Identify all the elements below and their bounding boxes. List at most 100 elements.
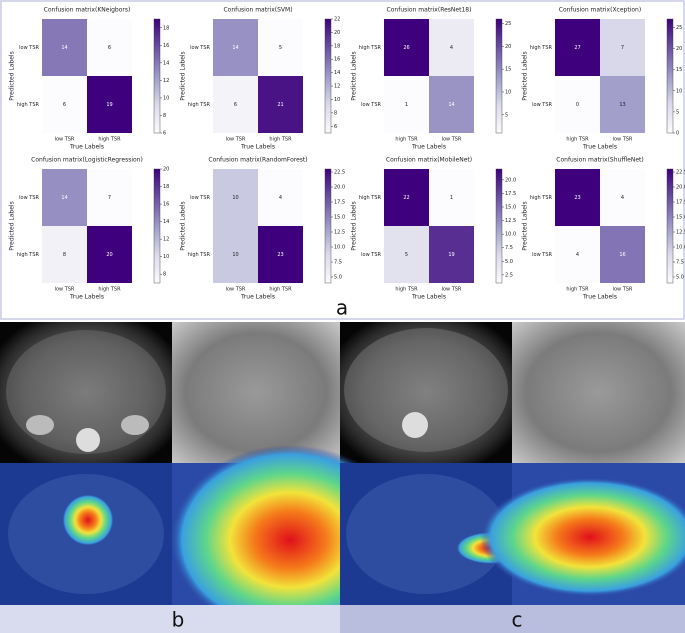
ct-kidney bbox=[26, 415, 54, 435]
colorbar-tick-label: 10.0 bbox=[334, 245, 345, 251]
chart-title: Confusion matrix(RandomForest) bbox=[208, 157, 307, 164]
cell-label: 4 bbox=[576, 252, 579, 258]
cell bbox=[258, 76, 303, 133]
colorbar bbox=[666, 168, 674, 284]
cell-label: 5 bbox=[405, 252, 408, 258]
cell-label: 13 bbox=[619, 102, 625, 108]
colorbar-tick-label: 8 bbox=[163, 113, 166, 119]
x-axis-label: True Labels bbox=[411, 144, 446, 151]
cell bbox=[384, 76, 429, 133]
cam-hotspot bbox=[480, 477, 685, 597]
colorbar-tick-label: 10 bbox=[334, 97, 340, 103]
cell bbox=[258, 19, 303, 76]
panel-b-strip bbox=[0, 605, 340, 633]
panel-label: c bbox=[512, 608, 523, 632]
cam-hotspot bbox=[62, 494, 114, 546]
y-tick-label: low TSR bbox=[361, 102, 381, 108]
y-tick-label: high TSR bbox=[17, 252, 40, 258]
x-tick-label: high TSR bbox=[98, 287, 121, 293]
y-tick-label: low TSR bbox=[190, 45, 210, 51]
y-tick-label: low TSR bbox=[361, 252, 381, 258]
x-tick-label: low TSR bbox=[55, 287, 75, 293]
cell bbox=[87, 226, 132, 283]
cell bbox=[429, 169, 474, 226]
x-tick-label: low TSR bbox=[226, 137, 246, 143]
x-axis-label: True Labels bbox=[582, 294, 617, 301]
colorbar-tick-label: 14 bbox=[163, 60, 169, 66]
colorbar-tick-label: 15.0 bbox=[334, 215, 345, 221]
y-axis-label: Predicted Labels bbox=[9, 201, 16, 250]
cell-label: 10 bbox=[232, 195, 238, 201]
ct-spine bbox=[402, 412, 428, 438]
colorbar-tick-label: 12.5 bbox=[334, 230, 345, 236]
colorbar-tick-label: 18 bbox=[163, 184, 169, 190]
colorbar-tick-label: 14 bbox=[163, 219, 169, 225]
y-tick-label: high TSR bbox=[530, 195, 553, 201]
y-tick-label: high TSR bbox=[17, 102, 40, 108]
cell-label: 19 bbox=[448, 252, 454, 258]
y-tick-label: high TSR bbox=[188, 102, 211, 108]
cell-label: 20 bbox=[106, 252, 112, 258]
colorbar-tick-label: 16 bbox=[334, 57, 340, 63]
chart-title: Confusion matrix(SVM) bbox=[223, 7, 292, 14]
colorbar-tick-label: 12.5 bbox=[676, 230, 685, 236]
y-tick-label: high TSR bbox=[359, 195, 382, 201]
colorbar-tick-label: 5.0 bbox=[505, 259, 513, 265]
x-tick-label: high TSR bbox=[98, 137, 121, 143]
y-tick-label: low TSR bbox=[19, 45, 39, 51]
x-axis-label: True Labels bbox=[69, 294, 104, 301]
cell-label: 14 bbox=[61, 45, 67, 51]
cell-label: 21 bbox=[277, 102, 283, 108]
cell-label: 19 bbox=[106, 102, 112, 108]
cell-label: 6 bbox=[234, 102, 237, 108]
chart-title: Confusion matrix(KNeigbors) bbox=[44, 7, 131, 14]
ct-kidney bbox=[121, 415, 149, 435]
y-axis-label: Predicted Labels bbox=[522, 51, 529, 100]
colorbar-tick-label: 12.5 bbox=[505, 218, 516, 224]
x-tick-label: low TSR bbox=[442, 137, 462, 143]
cell-label: 5 bbox=[279, 45, 282, 51]
cell bbox=[600, 19, 645, 76]
cell bbox=[429, 76, 474, 133]
chart-title: Confusion matrix(ResNet18) bbox=[387, 7, 472, 14]
zoom-image bbox=[512, 322, 685, 463]
x-tick-label: low TSR bbox=[55, 137, 75, 143]
colorbar-tick-label: 22.5 bbox=[334, 170, 345, 176]
colorbar-tick-label: 22 bbox=[334, 17, 340, 23]
cell bbox=[87, 19, 132, 76]
cell bbox=[42, 226, 87, 283]
cell-label: 14 bbox=[61, 195, 67, 201]
cell-label: 23 bbox=[277, 252, 283, 258]
cell-label: 14 bbox=[448, 102, 454, 108]
colorbar-tick-label: 15 bbox=[505, 67, 511, 73]
cell-label: 27 bbox=[574, 45, 580, 51]
x-tick-label: high TSR bbox=[566, 137, 589, 143]
cell bbox=[87, 76, 132, 133]
colorbar bbox=[495, 18, 503, 134]
colorbar-tick-label: 20 bbox=[163, 167, 169, 173]
cell bbox=[87, 169, 132, 226]
cell bbox=[555, 19, 600, 76]
cell bbox=[258, 226, 303, 283]
x-tick-label: low TSR bbox=[613, 137, 633, 143]
cell-label: 4 bbox=[450, 45, 453, 51]
x-axis-label: True Labels bbox=[240, 144, 275, 151]
colorbar-tick-label: 20.0 bbox=[676, 185, 685, 191]
colorbar-tick-label: 10 bbox=[505, 89, 511, 95]
colorbar-tick-label: 18 bbox=[334, 43, 340, 49]
colorbar bbox=[324, 18, 332, 134]
colorbar-tick-label: 20 bbox=[505, 44, 511, 50]
x-tick-label: high TSR bbox=[269, 137, 292, 143]
x-axis-label: True Labels bbox=[411, 294, 446, 301]
colorbar-tick-label: 5.0 bbox=[676, 275, 684, 281]
x-tick-label: low TSR bbox=[226, 287, 246, 293]
x-axis-label: True Labels bbox=[69, 144, 104, 151]
y-tick-label: low TSR bbox=[190, 195, 210, 201]
colorbar-tick-label: 5 bbox=[676, 109, 679, 115]
cell-label: 4 bbox=[279, 195, 282, 201]
y-tick-label: high TSR bbox=[188, 252, 211, 258]
x-tick-label: high TSR bbox=[395, 287, 418, 293]
colorbar-tick-label: 25 bbox=[676, 25, 682, 31]
colorbar-tick-label: 20 bbox=[334, 30, 340, 36]
